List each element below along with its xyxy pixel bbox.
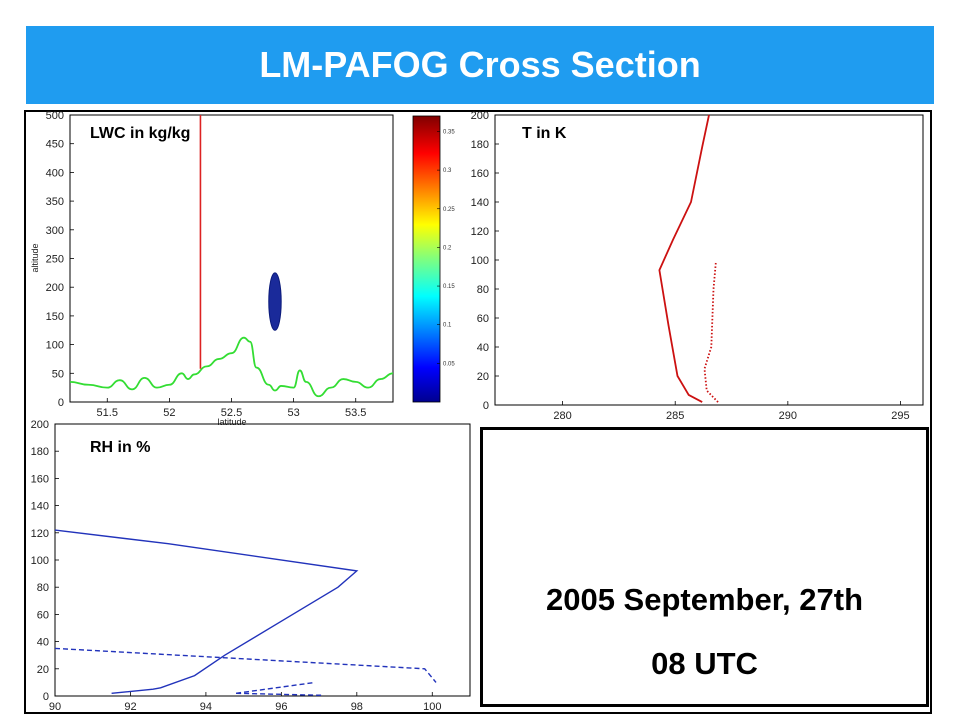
rh-y-tick-label: 80 [37,582,49,594]
lwc-x-tick-label: 52 [163,407,175,419]
rh-y-tick-label: 100 [31,555,49,567]
lwc-terrain-line [69,336,394,398]
figure-frame [24,110,932,714]
lwc-y-tick-label: 400 [46,167,64,179]
temp-y-tick-label: 20 [477,371,489,383]
rh-y-tick-label: 20 [37,664,49,676]
lwc-y-tick-label: 0 [58,397,64,409]
temp-y-tick-label: 60 [477,313,489,325]
lwc-x-tick-label: 53.5 [345,407,366,419]
temp-series-line [703,262,719,403]
temp-y-tick-label: 140 [471,197,489,209]
rh-x-tick-label: 90 [49,701,61,713]
temp-y-tick-label: 40 [477,342,489,354]
colorbar-tick-label: 0.15 [443,284,455,290]
temp-plot-area [494,114,924,406]
rh-y-tick-label: 180 [31,446,49,458]
rh-y-tick-label: 0 [43,691,49,703]
rh-x-tick-label: 92 [124,701,136,713]
temp-y-tick-label: 0 [483,400,489,412]
lwc-x-tick-label: 53 [287,407,299,419]
temp-x-tick-label: 285 [666,410,684,422]
rh-y-tick-label: 60 [37,609,49,621]
temp-y-tick-label: 120 [471,226,489,238]
rh-y-tick-label: 40 [37,637,49,649]
lwc-plot-area [69,114,394,403]
lwc-colorbar [412,115,441,403]
rh-x-tick-label: 98 [351,701,363,713]
rh-plot-area [54,423,471,697]
lwc-x-axis-label: latitude [217,417,246,427]
date-box: 2005 September, 27th 08 UTC [480,427,929,707]
temp-y-tick-label: 160 [471,168,489,180]
temp-y-tick-label: 100 [471,255,489,267]
rh-series-line [236,681,316,694]
rh-y-tick-label: 200 [31,419,49,431]
lwc-y-tick-label: 450 [46,139,64,151]
rh-y-tick-label: 120 [31,528,49,540]
colorbar-tick-label: 0.05 [443,361,455,367]
temp-x-tick-label: 280 [553,410,571,422]
temp-y-tick-label: 80 [477,284,489,296]
page-title: LM-PAFOG Cross Section [259,44,701,85]
lwc-y-tick-label: 200 [46,282,64,294]
temp-x-tick-label: 290 [779,410,797,422]
rh-y-tick-label: 160 [31,473,49,485]
title-banner: LM-PAFOG Cross Section [26,26,934,104]
time-text: 08 UTC [651,646,758,681]
lwc-y-axis-label: altitude [30,243,40,272]
lwc-y-tick-label: 100 [46,340,64,352]
lwc-fog-patch [268,272,282,331]
temp-y-tick-label: 180 [471,139,489,151]
colorbar-tick-label: 0.35 [443,129,455,135]
rh-x-tick-label: 94 [200,701,212,713]
lwc-y-tick-label: 50 [52,368,64,380]
temp-title: T in K [522,125,567,142]
rh-series-line [54,647,437,683]
temp-series-line [658,114,710,403]
lwc-y-tick-label: 300 [46,225,64,237]
rh-title: RH in % [90,439,150,456]
rh-x-tick-label: 100 [423,701,441,713]
lwc-title: LWC in kg/kg [90,125,190,142]
colorbar-tick-label: 0.1 [443,323,452,329]
colorbar-tick-label: 0.2 [443,245,452,251]
temp-x-tick-label: 295 [891,410,909,422]
lwc-x-tick-label: 52.5 [221,407,242,419]
rh-x-tick-label: 96 [275,701,287,713]
temp-y-tick-label: 200 [471,110,489,122]
colorbar-tick-label: 0.3 [443,168,452,174]
lwc-y-tick-label: 250 [46,254,64,266]
lwc-y-tick-label: 350 [46,196,64,208]
lwc-y-tick-label: 150 [46,311,64,323]
rh-y-tick-label: 140 [31,501,49,513]
colorbar-tick-label: 0.25 [443,207,455,213]
lwc-x-tick-label: 51.5 [97,407,118,419]
rh-series-line [54,529,359,694]
lwc-y-tick-label: 500 [46,110,64,122]
date-text: 2005 September, 27th [545,582,864,617]
rh-series-line [236,692,323,696]
